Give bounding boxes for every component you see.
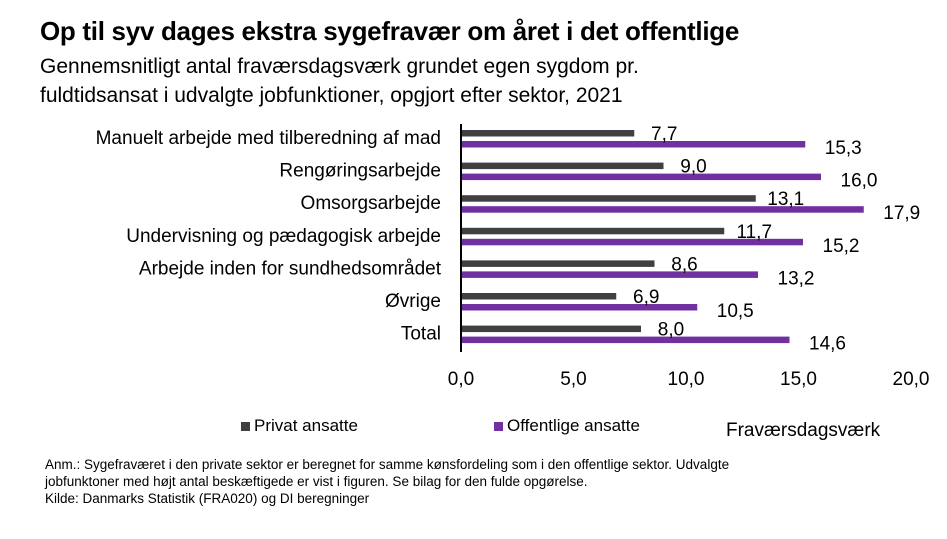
value-label-privat: 8,0 (658, 320, 684, 341)
value-label-privat: 7,7 (651, 124, 677, 145)
legend-label-privat: Privat ansatte (254, 416, 358, 435)
x-tick-label: 20,0 (893, 369, 930, 390)
value-label-offentlig: 13,2 (778, 268, 815, 289)
legend-swatch-offentlig (494, 421, 503, 431)
bar-privat (461, 227, 725, 235)
bar-offentlig (461, 336, 790, 344)
category-label: Manuelt arbejde med tilberedning af mad (96, 128, 441, 149)
value-label-privat: 6,9 (633, 287, 659, 308)
value-label-offentlig: 15,2 (823, 236, 860, 257)
value-label-offentlig: 15,3 (825, 138, 862, 159)
value-label-offentlig: 10,5 (717, 301, 754, 322)
category-label: Øvrige (385, 291, 441, 312)
value-label-offentlig: 17,9 (883, 203, 920, 224)
value-label-offentlig: 16,0 (841, 171, 878, 192)
category-labels: Manuelt arbejde med tilberedning af mad R… (96, 128, 442, 345)
note-line: Anm.: Sygefraværet i den private sektor … (45, 457, 730, 472)
x-tick-label: 0,0 (448, 369, 474, 390)
category-label: Total (401, 324, 441, 345)
x-tick-label: 10,0 (668, 369, 705, 390)
category-label: Omsorgsarbejde (301, 193, 441, 214)
bar-privat (461, 325, 641, 333)
x-tick-label: 5,0 (560, 369, 586, 390)
subtitle-line: Gennemsnitligt antal fraværsdagsværk gru… (40, 55, 639, 78)
note-line: jobfunktoner med højt antal beskæftigede… (45, 474, 588, 489)
bar-offentlig (461, 271, 758, 278)
x-tick-labels: 0,0 5,0 10,0 15,0 20,0 (448, 369, 930, 390)
x-tick-label: 15,0 (780, 369, 817, 390)
bars (461, 130, 864, 344)
value-label-privat: 8,6 (671, 254, 697, 275)
chart-title: Op til syv dages ekstra sygefravær om år… (40, 16, 739, 46)
bar-offentlig (461, 304, 698, 311)
subtitle-line: fuldtidsansat i udvalgte jobfunktioner, … (40, 84, 623, 107)
x-axis-title: Fraværsdagsværk (726, 420, 881, 441)
value-label-privat: 13,1 (767, 189, 804, 210)
bar-privat (461, 162, 664, 170)
chart-subtitle: Gennemsnitligt antal fraværsdagsværk gru… (40, 52, 639, 110)
value-label-privat: 9,0 (680, 157, 706, 178)
legend-label-offentlig: Offentlige ansatte (507, 416, 640, 435)
legend-item-offentlig: Offentlige ansatte (494, 416, 640, 436)
category-label: Rengøringsarbejde (279, 161, 441, 182)
bar-privat (461, 195, 756, 202)
bar-privat (461, 130, 635, 137)
source-line: Kilde: Danmarks Statistik (FRA020) og DI… (45, 491, 370, 506)
bar-offentlig (461, 173, 821, 181)
footnotes: Anm.: Sygefraværet i den private sektor … (45, 456, 729, 507)
value-labels: 7,7 15,3 9,0 16,0 13,1 17,9 11,7 15,2 8,6 13,2 6,9… (633, 124, 920, 355)
bar-privat (461, 293, 617, 300)
value-label-offentlig: 14,6 (809, 334, 846, 355)
bar-offentlig (461, 206, 864, 213)
bar-offentlig (461, 238, 803, 246)
bar-privat (461, 260, 655, 267)
legend-item-privat: Privat ansatte (241, 416, 358, 436)
legend-swatch-privat (241, 421, 250, 431)
category-label: Arbejde inden for sundhedsområdet (139, 258, 442, 279)
bar-offentlig (461, 141, 806, 148)
category-label: Undervisning og pædagogisk arbejde (126, 226, 441, 247)
value-label-privat: 11,7 (736, 222, 772, 243)
